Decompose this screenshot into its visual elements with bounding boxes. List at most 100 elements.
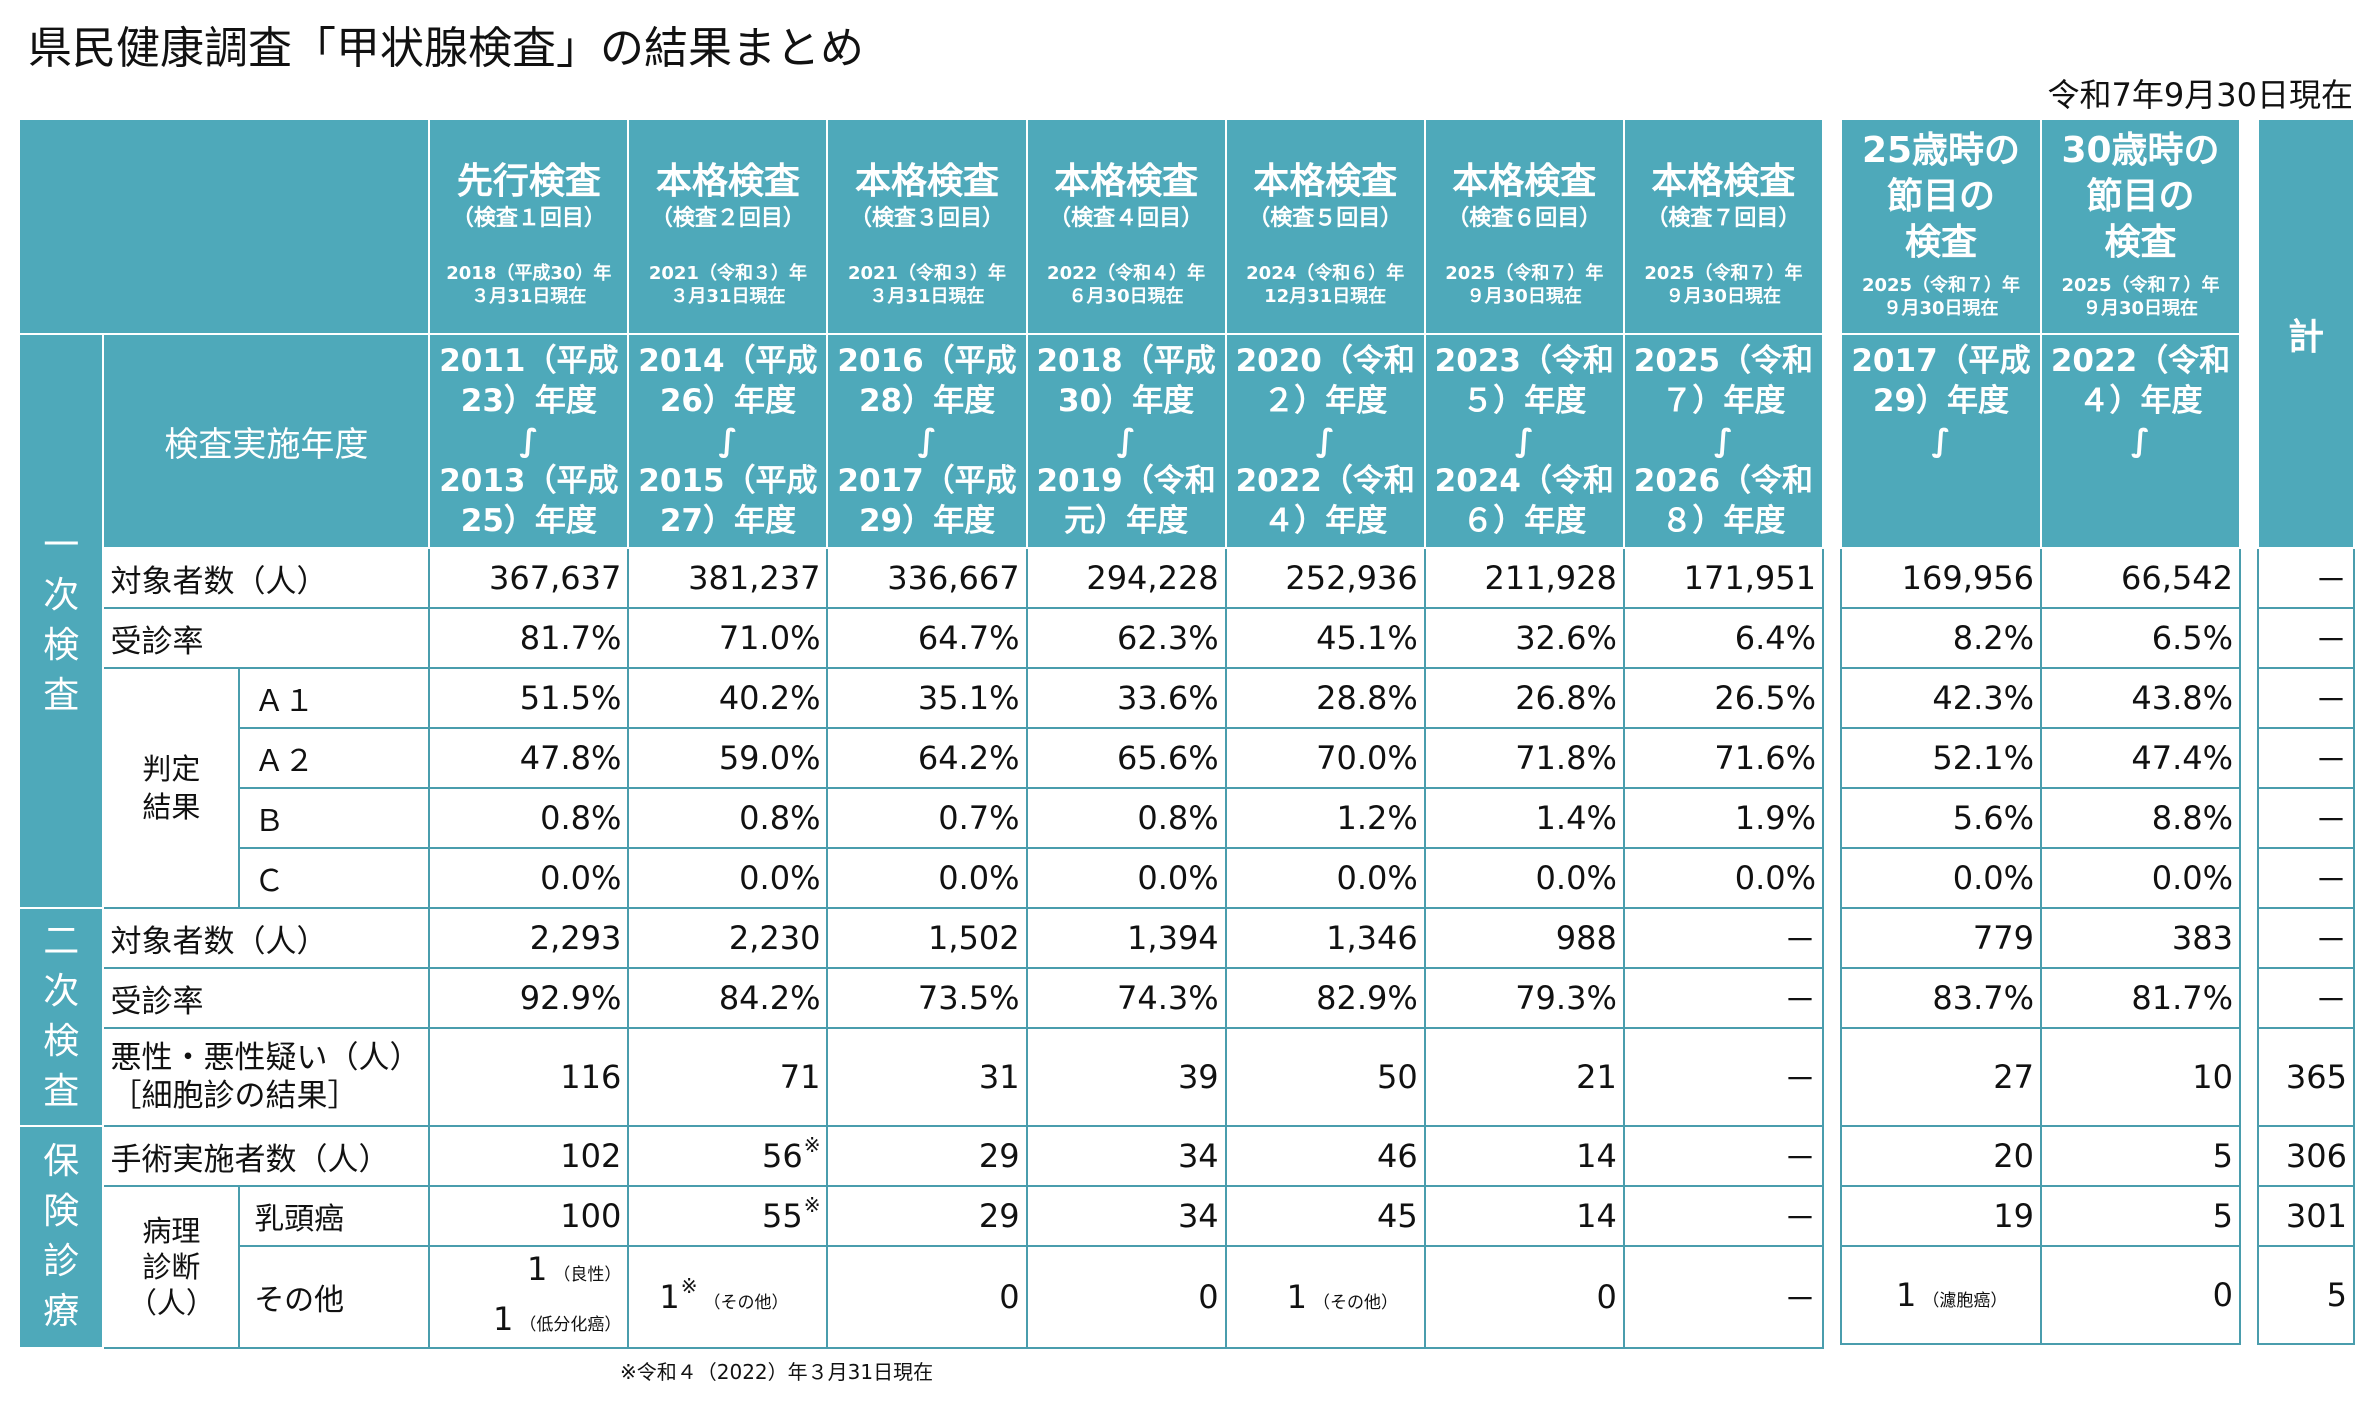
cell: 47.8% (428, 727, 630, 789)
row-label: 対象者数（人） (102, 907, 431, 969)
row-label: その他 (238, 1245, 431, 1349)
phase-header: 本格検査 （検査４回目） 2022（令和４）年 ６月30日現在 (1025, 118, 1227, 335)
cell: － (2257, 727, 2355, 789)
table-row: 受診率 92.9% 84.2% 73.5% 74.3% 82.9% 79.3% － (19, 967, 1825, 1029)
cell: 2,230 (627, 907, 829, 969)
cell: 47.4% (2040, 727, 2241, 789)
cell: 64.7% (826, 607, 1028, 669)
cell: 59.0% (627, 727, 829, 789)
total-header-row: 計 (2257, 118, 2355, 549)
cell: 381,237 (627, 547, 829, 609)
cell: 83.7% (1840, 967, 2042, 1029)
cell: 73.5% (826, 967, 1028, 1029)
cell: 81.7% (2040, 967, 2241, 1029)
cell: 70.0% (1224, 727, 1426, 789)
cell: 211,928 (1423, 547, 1625, 609)
table-row: Ｂ 0.8% 0.8% 0.7% 0.8% 1.2% 1.4% 1.9% (19, 787, 1825, 849)
cell: 0.0% (1622, 847, 1825, 909)
year-range: 2018（平成 30）年度 ∫ 2019（令和 元）年度 (1025, 333, 1227, 549)
table-row: 301 (2257, 1185, 2355, 1247)
cell: 81.7% (428, 607, 630, 669)
cell: 383 (2040, 907, 2241, 969)
cell: 0.7% (826, 787, 1028, 849)
cell: － (1622, 1027, 1825, 1127)
cell: 0.0% (826, 847, 1028, 909)
cell: 92.9% (428, 967, 630, 1029)
table-row: 悪性・悪性疑い（人） ［細胞診の結果］ 116 71 31 39 50 21 － (19, 1027, 1825, 1127)
cell: 82.9% (1224, 967, 1426, 1029)
milestone-table: 25歳時の 節目の 検査 2025（令和７）年 ９月30日現在 30歳時の 節目の 検査 20… (1840, 118, 2241, 1345)
cell: 100 (428, 1185, 630, 1247)
cell: 32.6% (1423, 607, 1625, 669)
table-row: － (2257, 907, 2355, 969)
cell: 0 (826, 1245, 1028, 1349)
grade-label: Ｂ (238, 787, 431, 849)
milestone-header: 30歳時の 節目の 検査 2025（令和７）年 ９月30日現在 (2040, 118, 2241, 335)
cell: 46 (1224, 1125, 1426, 1187)
cell: 65.6% (1025, 727, 1227, 789)
cell: 31 (826, 1027, 1028, 1127)
cell: 294,228 (1025, 547, 1227, 609)
table-row: 保険診療 手術実施者数（人） 102 56※ 29 34 46 14 － (17, 1125, 1825, 1349)
cell: 71.6% (1622, 727, 1825, 789)
cell: 5 (2257, 1245, 2355, 1345)
table-row: 判定 結果 Ａ１ 51.5% 40.2% 35.1% 33.6% 28.8% 26.8% 26… (19, 667, 1825, 909)
cell: 102 (428, 1125, 630, 1187)
cell: 306 (2257, 1125, 2355, 1187)
cell: 33.6% (1025, 667, 1227, 729)
cell: 0.8% (627, 787, 829, 849)
row-label: 悪性・悪性疑い（人） ［細胞診の結果］ (102, 1027, 431, 1127)
cell: 6.5% (2040, 607, 2241, 669)
cell: 62.3% (1025, 607, 1227, 669)
cell: 301 (2257, 1185, 2355, 1247)
cell: 14 (1423, 1185, 1625, 1247)
table-row: 169,956 66,542 (1840, 547, 2241, 609)
cell: 79.3% (1423, 967, 1625, 1029)
cell: － (1622, 1185, 1825, 1247)
phase-header: 本格検査 （検査５回目） 2024（令和６）年 12月31日現在 (1224, 118, 1426, 335)
table-row: 5 (2257, 1245, 2355, 1345)
row-label: 対象者数（人） (102, 547, 431, 609)
cell: 336,667 (826, 547, 1028, 609)
cell: － (2257, 787, 2355, 849)
table-row: Ｃ 0.0% 0.0% 0.0% 0.0% 0.0% 0.0% 0.0% (19, 847, 1825, 909)
secondary-exam-label: 二次検査 (17, 907, 105, 1127)
year-range: 2022（令和 ４）年度 ∫ (2040, 333, 2241, 549)
year-range: 2017（平成 29）年度 ∫ (1840, 333, 2042, 549)
cell: 252,936 (1224, 547, 1426, 609)
cell: 169,956 (1840, 547, 2042, 609)
table-row: 19 5 (1840, 1185, 2241, 1247)
cell: 8.8% (2040, 787, 2241, 849)
table-row: － (2257, 667, 2355, 729)
cell: 10 (2040, 1027, 2241, 1127)
cell: 34 (1025, 1185, 1227, 1247)
main-results-table: 先行検査 （検査１回目） 2018（平成30）年 ３月31日現在 本格検査 （検査２回目… (17, 118, 1825, 1349)
as-of-date: 令和7年9月30日現在 (2047, 76, 2353, 114)
row-label: 乳頭癌 (238, 1185, 431, 1247)
milestone-header: 25歳時の 節目の 検査 2025（令和７）年 ９月30日現在 (1840, 118, 2042, 335)
table-row: その他 1 （良性） 1 （低分化癌） 1※（その他） 0 0 1 （その他） 0 － (19, 1245, 1825, 1349)
cell: － (2257, 667, 2355, 729)
phase-header: 本格検査 （検査３回目） 2021（令和３）年 ３月31日現在 (826, 118, 1028, 335)
cell: 0.0% (1840, 847, 2042, 909)
header-corner (17, 118, 431, 335)
cell: 29 (826, 1125, 1028, 1187)
cell: 1 （良性） 1 （低分化癌） (428, 1245, 630, 1349)
cell: － (2257, 967, 2355, 1029)
cell: 1.4% (1423, 787, 1625, 849)
year-header-row: 2017（平成 29）年度 ∫ 2022（令和 ４）年度 ∫ (1840, 333, 2241, 549)
cell: 56※ (627, 1125, 829, 1187)
table-row: 0.0% 0.0% (1840, 847, 2241, 909)
cell: － (1622, 967, 1825, 1029)
year-range: 2011（平成 23）年度 ∫ 2013（平成 25）年度 (428, 333, 630, 549)
cell: 45 (1224, 1185, 1426, 1247)
table-row: 27 10 (1840, 1027, 2241, 1127)
table-row: 二次検査 対象者数（人） 2,293 2,230 1,502 1,394 1,346 98… (17, 907, 1825, 1127)
cell: 29 (826, 1185, 1028, 1247)
cell: 28.8% (1224, 667, 1426, 729)
table-row: 779 383 (1840, 907, 2241, 969)
insurance-care-label: 保険診療 (17, 1125, 105, 1349)
cell: 0.0% (428, 847, 630, 909)
cell: 0.8% (1025, 787, 1227, 849)
cell: 1※（その他） (627, 1245, 829, 1349)
